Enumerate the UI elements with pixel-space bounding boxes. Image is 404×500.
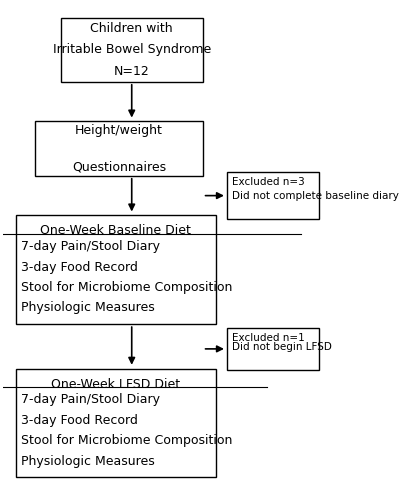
Text: Stool for Microbiome Composition: Stool for Microbiome Composition: [21, 434, 232, 447]
Text: Excluded n=1: Excluded n=1: [231, 332, 304, 342]
Text: One-Week LFSD Diet: One-Week LFSD Diet: [51, 378, 180, 390]
Text: 7-day Pain/Stool Diary: 7-day Pain/Stool Diary: [21, 240, 160, 253]
FancyBboxPatch shape: [227, 328, 319, 370]
Text: One-Week Baseline Diet: One-Week Baseline Diet: [40, 224, 191, 237]
FancyBboxPatch shape: [16, 368, 216, 478]
Text: Physiologic Measures: Physiologic Measures: [21, 454, 154, 468]
Text: Irritable Bowel Syndrome: Irritable Bowel Syndrome: [53, 44, 211, 56]
Text: Height/weight: Height/weight: [75, 124, 163, 137]
Text: 3-day Food Record: 3-day Food Record: [21, 414, 137, 427]
Text: 7-day Pain/Stool Diary: 7-day Pain/Stool Diary: [21, 394, 160, 406]
Text: Did not begin LFSD: Did not begin LFSD: [231, 342, 332, 352]
Text: N=12: N=12: [114, 64, 149, 78]
FancyBboxPatch shape: [35, 122, 203, 176]
Text: Excluded n=3: Excluded n=3: [231, 178, 304, 188]
FancyBboxPatch shape: [61, 18, 203, 82]
Text: Did not complete baseline diary: Did not complete baseline diary: [231, 190, 398, 200]
FancyBboxPatch shape: [16, 216, 216, 324]
Text: Questionnaires: Questionnaires: [72, 160, 166, 173]
Text: 3-day Food Record: 3-day Food Record: [21, 260, 137, 274]
FancyBboxPatch shape: [227, 172, 319, 220]
Text: Stool for Microbiome Composition: Stool for Microbiome Composition: [21, 281, 232, 294]
Text: Children with: Children with: [90, 22, 173, 35]
Text: Physiologic Measures: Physiologic Measures: [21, 302, 154, 314]
